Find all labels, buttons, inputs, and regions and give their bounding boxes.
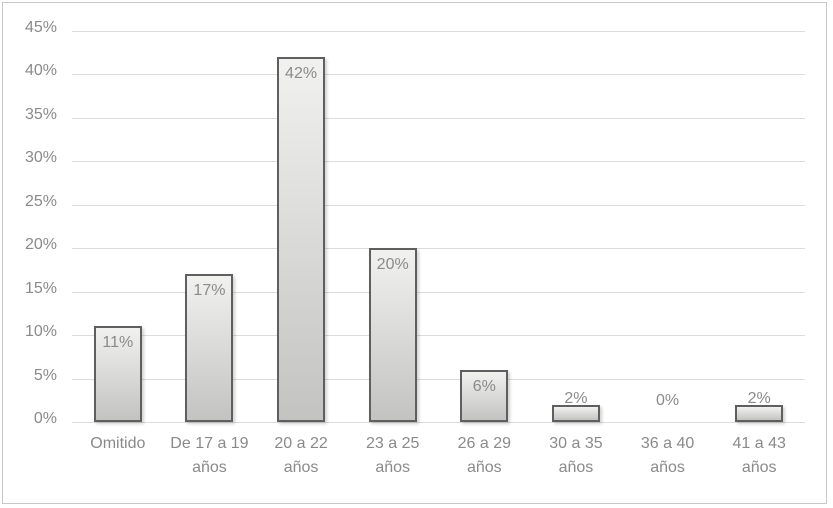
x-axis-category-label: 41 a 43 años xyxy=(732,435,786,476)
gridline xyxy=(72,248,805,250)
gridline xyxy=(72,117,805,119)
gridline xyxy=(72,291,805,293)
x-axis-category-label: 30 a 35 años xyxy=(549,435,603,476)
y-axis-tick-label: 35% xyxy=(24,105,57,123)
gridline xyxy=(72,31,805,32)
bar xyxy=(277,57,326,422)
bar xyxy=(368,248,417,422)
bar xyxy=(460,369,509,422)
x-axis-category-label: De 17 a 19 años xyxy=(170,435,249,476)
x-axis-line xyxy=(72,422,805,423)
chart-outer-frame xyxy=(2,2,827,504)
y-axis-tick-label: 20% xyxy=(24,236,57,254)
y-axis-tick-label: 30% xyxy=(24,149,57,167)
x-axis-category-label: 20 a 22 años xyxy=(274,435,328,476)
y-axis-tick-label: 45% xyxy=(24,19,57,36)
gridline xyxy=(72,378,805,380)
y-axis-tick-label: 10% xyxy=(24,323,57,341)
y-axis-tick-label: 15% xyxy=(24,279,57,297)
bar xyxy=(93,326,142,422)
bar xyxy=(185,274,234,422)
bar-data-label: 2% xyxy=(747,389,771,407)
x-axis-category-label: Omitido xyxy=(90,435,146,452)
bar-data-label: 11% xyxy=(102,334,134,352)
bar xyxy=(551,404,600,422)
x-axis-category-label: 23 a 25 años xyxy=(365,435,420,476)
y-axis-tick-label: 40% xyxy=(24,62,57,80)
gridline xyxy=(72,74,805,76)
gridline xyxy=(72,335,805,337)
x-axis-category-label: 36 a 40 años xyxy=(640,435,695,476)
bar-data-label: 6% xyxy=(472,377,496,395)
gridline xyxy=(72,161,805,163)
bar-data-label: 2% xyxy=(564,389,588,407)
bar-data-label: 20% xyxy=(376,256,409,274)
bar-data-label: 42% xyxy=(285,65,318,83)
y-axis-tick-label: 5% xyxy=(33,366,57,384)
bar-data-label: 17% xyxy=(193,282,226,300)
gridline xyxy=(72,204,805,206)
bar-data-label: 0% xyxy=(656,392,680,409)
x-axis-category-label: 26 a 29 años xyxy=(457,435,511,476)
y-axis-tick-label: 0% xyxy=(33,410,57,427)
bar xyxy=(735,404,784,422)
y-axis-tick-label: 25% xyxy=(24,192,57,210)
